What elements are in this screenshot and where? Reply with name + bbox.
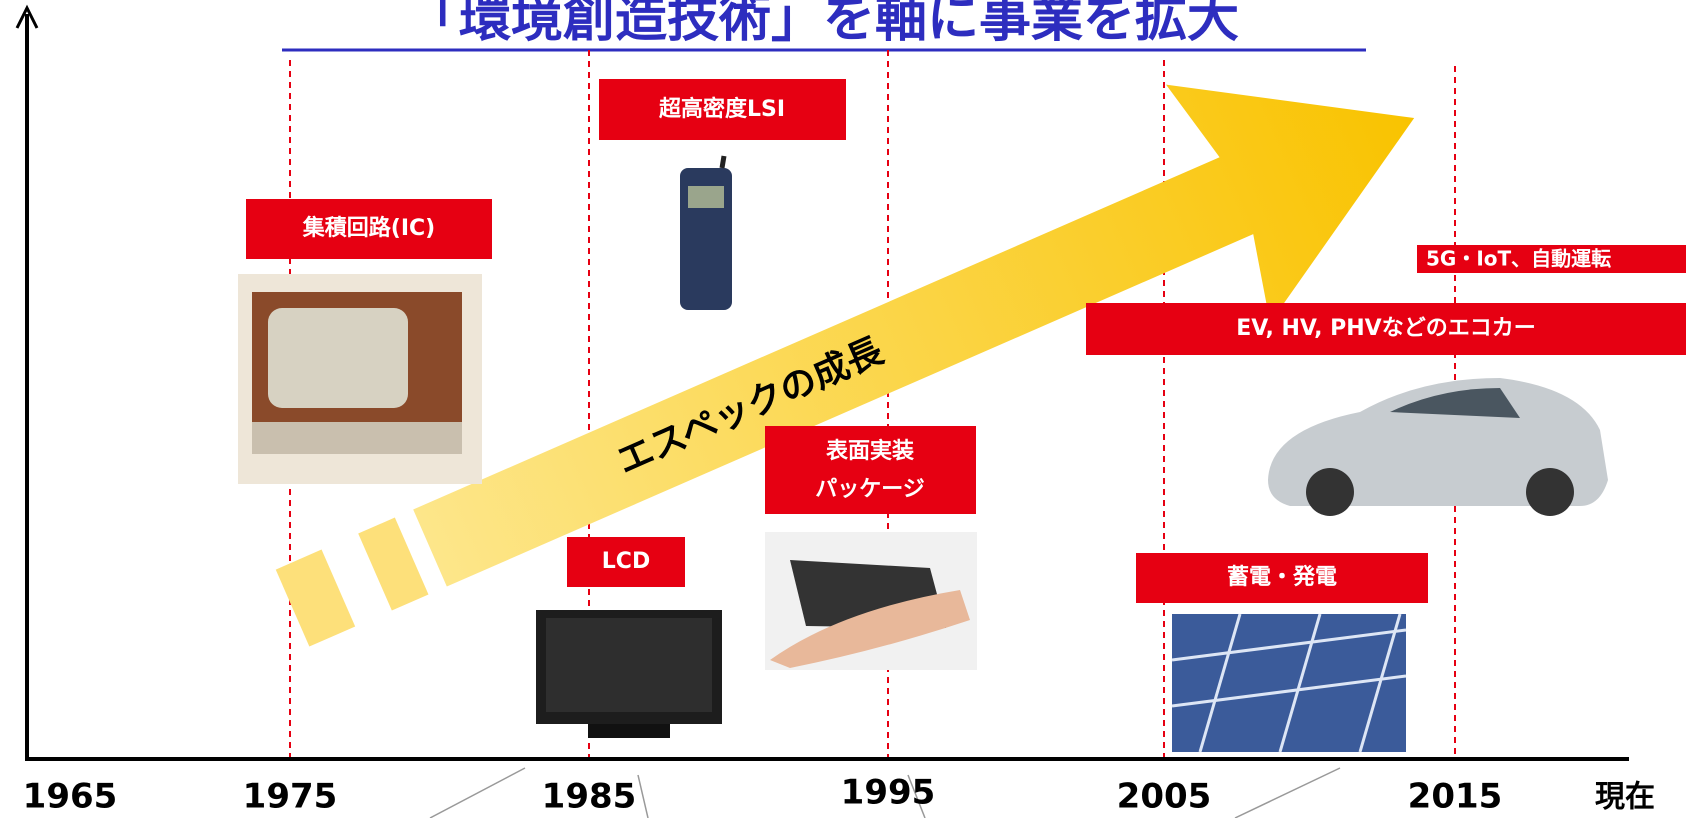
year-label: 1965: [23, 777, 118, 817]
year-label: 1975: [243, 777, 338, 817]
label-ecocar: EV, HV, PHVなどのエコカー: [1086, 303, 1686, 355]
year-label: 2005: [1117, 777, 1212, 817]
label-text: EV, HV, PHVなどのエコカー: [1236, 316, 1535, 341]
lcd-image: [536, 610, 722, 738]
label-energy: 蓄電・発電: [1136, 553, 1428, 603]
solar-panel-image: [1172, 614, 1406, 752]
label-text: 蓄電・発電: [1227, 565, 1337, 590]
label-lsi: 超高密度LSI: [599, 79, 846, 140]
label-ic: 集積回路(IC): [246, 199, 492, 259]
label-text: パッケージ: [815, 477, 925, 502]
label-text: 超高密度LSI: [659, 96, 785, 122]
car-image: [1268, 378, 1608, 516]
label-text: 表面実装: [826, 438, 914, 464]
phone-image: [680, 156, 732, 310]
year-label: 現在: [1595, 780, 1655, 815]
year-label: 1985: [542, 777, 637, 817]
year-label: 1995: [841, 773, 936, 813]
label-text: LCD: [602, 549, 650, 574]
label-smt: 表面実装 パッケージ: [765, 426, 976, 514]
label-5g: 5G・IoT、自動運転: [1417, 245, 1686, 273]
title: 「環境創造技術」を軸に事業を拡大: [407, 0, 1239, 49]
package-image: [765, 532, 977, 670]
page: {"title": "「環境創造技術」を軸に事業を拡大", "arrow_lab…: [0, 0, 1686, 818]
label-lcd: LCD: [567, 537, 685, 587]
timeline-diagram: 「環境創造技術」を軸に事業を拡大 エスペックの成長: [0, 0, 1686, 818]
year-label: 2015: [1408, 777, 1503, 817]
label-text: 集積回路(IC): [302, 215, 435, 241]
label-text: 5G・IoT、自動運転: [1426, 247, 1611, 271]
tv-image: [238, 274, 482, 484]
